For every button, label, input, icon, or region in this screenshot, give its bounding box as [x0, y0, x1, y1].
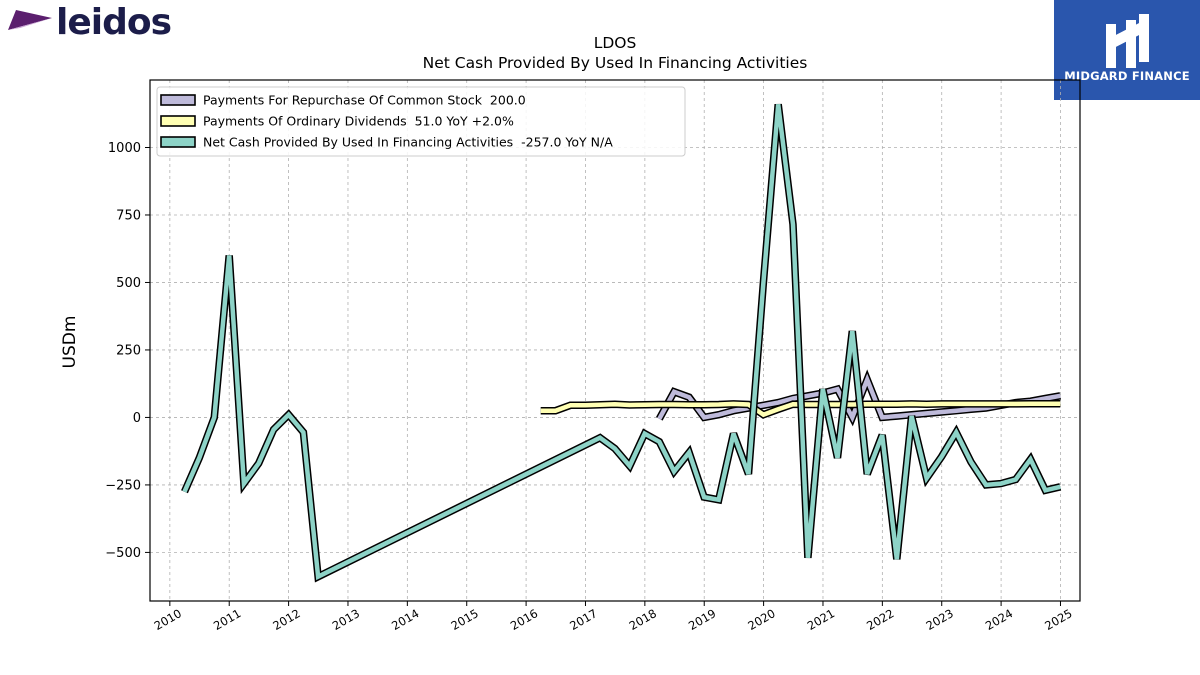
leidos-wordmark: leidos — [56, 2, 172, 43]
x-tick-label: 2022 — [864, 606, 896, 633]
y-axis-label: USDm — [60, 316, 80, 369]
x-tick-label: 2023 — [924, 606, 956, 633]
x-tick-label: 2019 — [686, 606, 718, 633]
series-layer — [181, 103, 1062, 583]
legend-swatch — [160, 94, 196, 106]
midgard-mark-icon — [1106, 14, 1149, 68]
legend-entry: Net Cash Provided By Used In Financing A… — [203, 135, 613, 150]
y-tick-label: 750 — [116, 208, 141, 223]
x-tick-label: 2014 — [389, 606, 421, 633]
plot-frame — [149, 79, 1081, 602]
x-tick-label: 2017 — [567, 606, 599, 633]
series-2 — [181, 103, 1062, 583]
legend-box — [156, 86, 686, 157]
y-axis: −500 −250 0 250 500 750 1000 — [105, 141, 150, 561]
midgard-finance-text: MIDGARD FINANCE — [1064, 69, 1190, 83]
x-tick-label: 2015 — [449, 606, 481, 633]
legend-entry: Payments Of Ordinary Dividends 51.0 YoY … — [203, 114, 514, 129]
x-tick-label: 2016 — [508, 606, 540, 633]
x-tick-label: 2021 — [805, 606, 837, 633]
y-tick-label: 1000 — [108, 141, 141, 156]
x-tick-label: 2018 — [627, 606, 659, 633]
grid-lines — [150, 80, 1080, 601]
legend: Payments For Repurchase Of Common Stock … — [156, 86, 686, 157]
x-tick-label: 2010 — [152, 606, 184, 633]
chart-title: LDOS — [594, 34, 637, 52]
y-tick-label: −250 — [105, 478, 141, 493]
legend-entry: Payments For Repurchase Of Common Stock … — [203, 93, 526, 108]
y-tick-label: 0 — [133, 411, 141, 426]
legend-swatch — [160, 115, 196, 127]
x-tick-label: 2012 — [270, 606, 302, 633]
y-tick-label: −500 — [105, 546, 141, 561]
chart-subtitle: Net Cash Provided By Used In Financing A… — [423, 54, 808, 72]
leidos-logo: leidos — [6, 2, 176, 50]
x-axis: 2010 2011 2012 2013 2014 2015 2016 2017 2018 2019… — [152, 601, 1075, 633]
series-outline — [181, 103, 1062, 583]
y-tick-label: 250 — [116, 343, 141, 358]
x-tick-label: 2025 — [1042, 606, 1074, 633]
x-tick-label: 2024 — [983, 606, 1015, 633]
midgard-finance-badge: MIDGARD FINANCE — [1054, 0, 1200, 100]
series-line — [182, 104, 1061, 581]
x-tick-label: 2011 — [211, 606, 243, 633]
leidos-logo-mark-icon — [8, 10, 52, 30]
x-tick-label: 2013 — [330, 606, 362, 633]
y-tick-label: 500 — [116, 276, 141, 291]
x-tick-label: 2020 — [745, 606, 777, 633]
legend-swatch — [160, 136, 196, 148]
